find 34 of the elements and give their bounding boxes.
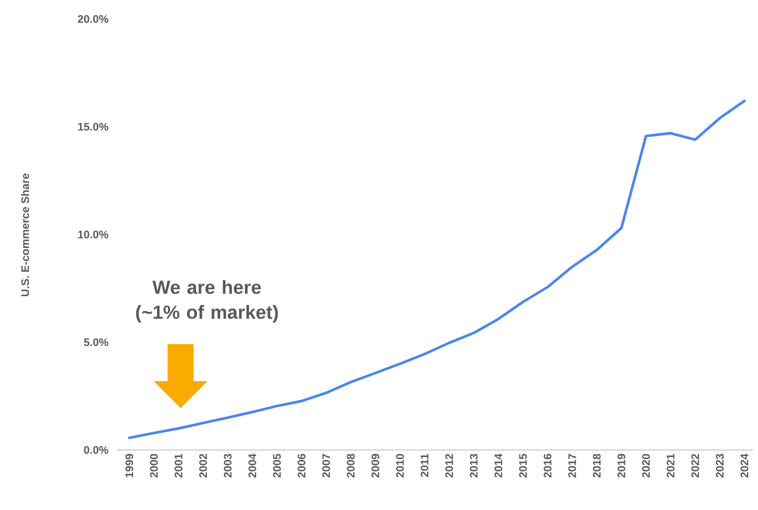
- x-tick-label: 2003: [224, 454, 232, 478]
- x-tick-label: 2021: [666, 454, 674, 478]
- y-tick-label: 15.0%: [78, 122, 108, 131]
- x-tick-label: 2020: [642, 454, 650, 478]
- y-axis-title: U.S. E-commerce Share: [20, 174, 30, 296]
- x-tick-label: 2018: [592, 454, 601, 478]
- x-tick-label: 2000: [150, 454, 158, 478]
- x-tick-label: 2013: [470, 454, 478, 478]
- x-tick-label: 2004: [248, 454, 256, 478]
- x-tick-label: 2024: [740, 454, 748, 478]
- x-tick-label: 2023: [716, 454, 724, 478]
- line-series: [128, 100, 746, 440]
- annotation: We are here (~1% of market): [136, 280, 278, 323]
- x-tick-label: 2008: [346, 454, 355, 478]
- x-tick-label: 2005: [273, 454, 281, 478]
- x-tick-label: 2001: [174, 454, 182, 478]
- x-tick-label: 2019: [618, 454, 626, 478]
- x-tick-label: 2002: [199, 454, 208, 478]
- y-tick-label: 0.0%: [84, 446, 108, 454]
- x-tick-label: 2011: [420, 454, 428, 477]
- x-tick-label: 2007: [322, 454, 330, 478]
- x-tick-label: 2006: [298, 454, 306, 478]
- x-tick-label: 2016: [544, 454, 552, 478]
- x-tick-label: 2012: [445, 454, 454, 478]
- y-tick-label: 10.0%: [78, 230, 108, 238]
- x-tick-label: 2015: [519, 454, 527, 478]
- x-tick-label: 2010: [396, 454, 404, 478]
- x-tick-label: 1999: [125, 454, 134, 478]
- x-tick-label: 2022: [691, 454, 700, 478]
- y-tick-label: 20.0%: [78, 15, 108, 23]
- x-tick-label: 2009: [371, 454, 380, 478]
- x-tick-label: 2017: [568, 454, 576, 478]
- x-tick-label: 2014: [494, 454, 502, 478]
- y-tick-label: 5.0%: [84, 338, 108, 346]
